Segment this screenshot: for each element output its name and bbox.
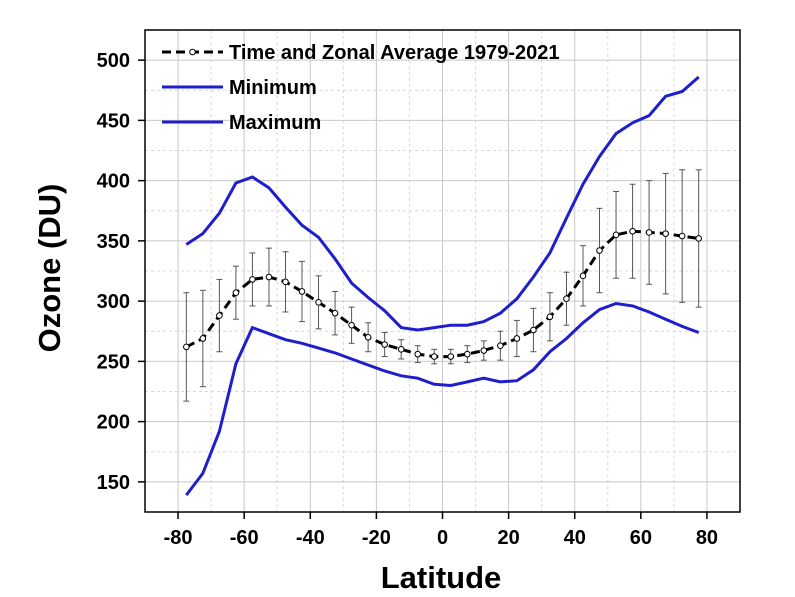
average-data-point xyxy=(662,230,669,237)
y-axis-title: Ozone (DU) xyxy=(32,184,67,353)
average-data-point xyxy=(463,350,471,358)
average-data-point xyxy=(629,227,636,235)
average-data-point xyxy=(430,353,438,360)
average-data-point xyxy=(612,231,620,239)
average-data-point xyxy=(315,299,322,306)
data-series xyxy=(183,75,702,497)
average-data-point xyxy=(282,278,289,286)
average-data-point xyxy=(397,346,405,353)
average-data-point xyxy=(563,295,570,303)
average-data-point xyxy=(298,288,306,295)
x-axis-title: Latitude xyxy=(381,560,502,595)
x-tick-label: -20 xyxy=(362,527,391,549)
y-tick-label: 500 xyxy=(97,50,130,72)
y-tick-label: 250 xyxy=(97,351,130,373)
average-data-point xyxy=(497,342,504,350)
average-data-point xyxy=(546,313,554,321)
axis-ticks: -80 -60 -40 -20 0 20 40 60 80 150 200 250 300 350 400 4… xyxy=(97,50,718,549)
y-tick-label: 350 xyxy=(97,231,130,253)
average-data-point xyxy=(645,229,653,236)
x-tick-label: 80 xyxy=(696,527,718,549)
minimum-series-line xyxy=(185,301,700,497)
average-data-point xyxy=(265,273,273,281)
maximum-series-line xyxy=(185,75,700,332)
x-tick-label: -80 xyxy=(164,527,193,549)
average-data-point xyxy=(331,309,339,317)
y-tick-label: 450 xyxy=(97,110,130,132)
average-data-point xyxy=(480,347,488,354)
average-data-point xyxy=(414,350,422,358)
grid xyxy=(145,30,740,512)
legend-label: Minimum xyxy=(229,77,317,99)
x-tick-label: -40 xyxy=(296,527,325,549)
legend-label: Maximum xyxy=(229,112,321,134)
average-data-point xyxy=(232,289,240,296)
x-tick-label: 40 xyxy=(564,527,586,549)
x-tick-label: -60 xyxy=(230,527,259,549)
legend: Time and Zonal Average 1979-2021 Minimum M… xyxy=(162,42,560,134)
average-data-point xyxy=(364,333,372,341)
x-tick-label: 60 xyxy=(630,527,652,549)
average-data-point xyxy=(381,341,388,348)
average-data-point xyxy=(513,335,521,342)
average-data-point xyxy=(183,343,190,351)
average-data-point xyxy=(596,247,603,254)
x-tick-label: 20 xyxy=(497,527,519,549)
legend-label: Time and Zonal Average 1979-2021 xyxy=(229,42,560,64)
y-tick-label: 150 xyxy=(97,472,130,494)
y-tick-label: 400 xyxy=(97,171,130,193)
average-data-point xyxy=(530,326,537,334)
y-tick-label: 200 xyxy=(97,412,130,434)
y-tick-label: 300 xyxy=(97,291,130,313)
average-data-point xyxy=(348,321,355,329)
average-data-point xyxy=(579,272,587,280)
x-tick-label: 0 xyxy=(437,527,448,549)
average-data-point xyxy=(695,235,702,242)
average-data-point xyxy=(249,276,256,283)
average-data-point xyxy=(447,353,455,360)
legend-marker-average xyxy=(189,48,196,56)
average-data-point xyxy=(216,312,223,319)
average-data-point xyxy=(678,232,686,240)
average-data-point xyxy=(199,335,207,342)
